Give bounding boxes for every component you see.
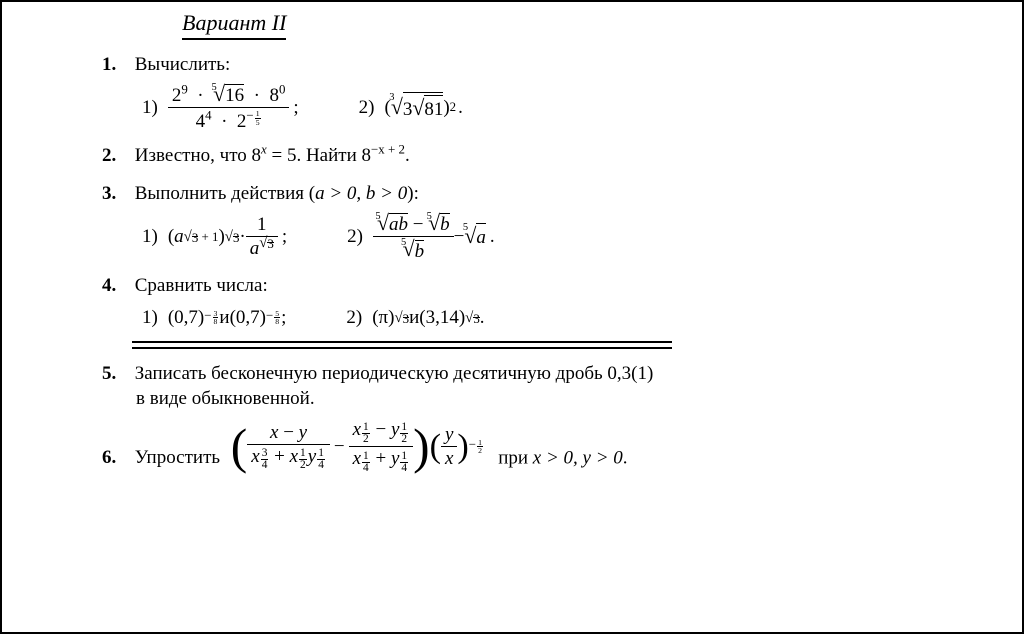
problem-5: 5. Записать бесконечную периодическую де…: [102, 361, 962, 412]
title-text: Вариант II: [182, 10, 286, 40]
problem-3b: 2) 5√ab − 5√b 5√b − 5√a .: [347, 213, 495, 262]
problem-3: 3. Выполнить действия (a > 0, b > 0): 1)…: [102, 181, 962, 261]
problem-2: 2. Известно, что 8x = 5. Найти 8−x + 2.: [102, 143, 962, 169]
problem-3a: 1) (a√3 + 1)√3 · 1 a√3 ;: [142, 215, 287, 258]
problem-1a: 1) 29 · 5√16 · 80 44 · 2−15: [142, 84, 299, 132]
variant-title: Вариант II: [102, 10, 962, 40]
problem-4a: 1) (0,7)−38 и (0,7)−58 ;: [142, 305, 286, 331]
problem-4b: 2) (π)√3 и (3,14)√3 .: [346, 305, 484, 331]
problem-1: 1. Вычислить: 1) 29 · 5√16 · 80 44 ·: [102, 52, 962, 131]
problem-4: 4. Сравнить числа: 1) (0,7)−38 и (0,7)−5…: [102, 273, 962, 330]
problem-heading: Вычислить:: [135, 54, 231, 75]
problem-6: 6. Упростить ( x − y x34 + x12y14 − x12 …: [102, 420, 962, 474]
problem-number: 1.: [102, 52, 130, 78]
document-page: Вариант II 1. Вычислить: 1) 29 · 5√16 · …: [0, 0, 1024, 634]
section-divider: [132, 341, 672, 349]
problem-1b: 2) (3√3√81)2.: [359, 92, 463, 123]
